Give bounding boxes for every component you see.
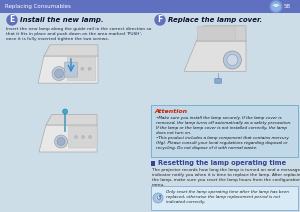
Ellipse shape <box>57 138 65 145</box>
Polygon shape <box>46 114 97 125</box>
Bar <box>151 160 155 166</box>
FancyBboxPatch shape <box>0 0 300 13</box>
Ellipse shape <box>52 67 66 81</box>
Circle shape <box>153 193 163 203</box>
FancyBboxPatch shape <box>65 62 77 77</box>
Circle shape <box>88 135 92 138</box>
Text: The projector records how long the lamp is turned on and a message and
indicator: The projector records how long the lamp … <box>152 168 300 187</box>
Ellipse shape <box>224 51 242 69</box>
Ellipse shape <box>227 54 238 66</box>
Circle shape <box>75 135 78 138</box>
Text: •This product includes a lamp component that contains mercury
(Hg). Please consu: •This product includes a lamp component … <box>156 136 289 150</box>
Text: Attention: Attention <box>154 109 187 114</box>
Circle shape <box>88 67 91 70</box>
FancyBboxPatch shape <box>69 126 95 148</box>
Polygon shape <box>44 45 98 56</box>
Polygon shape <box>196 26 246 41</box>
Circle shape <box>155 15 165 25</box>
Circle shape <box>272 2 280 11</box>
Circle shape <box>270 0 282 13</box>
Text: 58: 58 <box>284 4 291 9</box>
Polygon shape <box>39 125 97 152</box>
FancyBboxPatch shape <box>68 57 95 81</box>
Circle shape <box>82 135 85 138</box>
Circle shape <box>155 195 161 201</box>
Circle shape <box>7 15 17 25</box>
Text: F: F <box>158 15 163 25</box>
FancyBboxPatch shape <box>197 26 235 40</box>
FancyBboxPatch shape <box>151 105 298 157</box>
Text: Only reset the lamp operating time after the lamp has been
replaced, otherwise t: Only reset the lamp operating time after… <box>166 190 289 204</box>
Text: ↺: ↺ <box>155 195 161 201</box>
Text: Install the new lamp.: Install the new lamp. <box>20 17 104 23</box>
Ellipse shape <box>55 69 64 78</box>
Text: Replacing Consumables: Replacing Consumables <box>5 4 71 9</box>
Text: E: E <box>9 15 15 25</box>
Ellipse shape <box>55 135 68 148</box>
FancyBboxPatch shape <box>215 79 221 83</box>
Polygon shape <box>184 41 246 71</box>
Text: Insert the new lamp along the guide rail in the correct direction so
that it fit: Insert the new lamp along the guide rail… <box>6 27 152 41</box>
FancyBboxPatch shape <box>151 186 298 210</box>
Text: Replace the lamp cover.: Replace the lamp cover. <box>168 17 262 23</box>
Circle shape <box>63 109 68 114</box>
Polygon shape <box>38 56 98 83</box>
Circle shape <box>74 67 77 70</box>
Text: Resetting the lamp operating time: Resetting the lamp operating time <box>158 160 286 166</box>
Circle shape <box>81 67 84 70</box>
Text: •Make sure you install the lamp securely. If the lamp cover is
removed, the lamp: •Make sure you install the lamp securely… <box>156 116 291 135</box>
